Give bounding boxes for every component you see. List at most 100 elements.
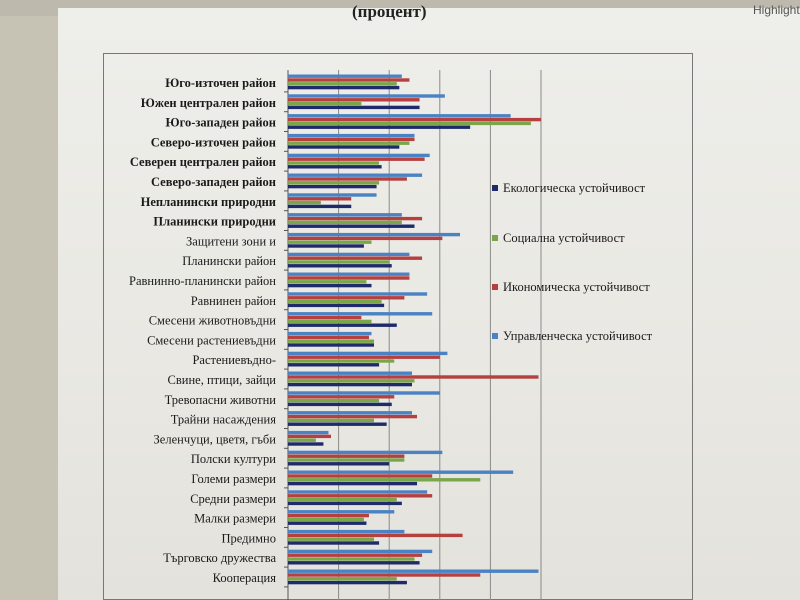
bar [288, 303, 385, 308]
bar [288, 94, 445, 98]
bar [288, 280, 367, 284]
bar [288, 573, 481, 577]
chart-title: (процент) [352, 2, 427, 21]
legend-item: Екологическа устойчивост [492, 181, 646, 195]
legend-swatch [492, 185, 498, 191]
bar [288, 157, 425, 161]
category-label: Кооперация [213, 571, 277, 585]
legend-label: Социална устойчивост [503, 231, 625, 245]
bar [288, 78, 410, 82]
bar [288, 517, 364, 522]
bar [288, 296, 405, 300]
bar [288, 549, 433, 554]
bar [288, 173, 423, 177]
bar [288, 323, 397, 327]
bar [288, 117, 541, 122]
bar [288, 216, 423, 221]
category-label: Тревопасни животни [165, 393, 277, 407]
bar [288, 379, 415, 383]
bar [288, 272, 410, 276]
bar [288, 470, 514, 474]
bar [288, 153, 430, 158]
bar [288, 343, 375, 347]
legend-swatch [492, 284, 498, 290]
category-label: Северо-западен район [151, 175, 276, 189]
bar [288, 359, 395, 363]
category-label: Зеленчуци, цветя, гъби [154, 432, 277, 446]
category-label: Средни размери [190, 492, 276, 506]
bar [288, 497, 397, 502]
bar [288, 177, 407, 181]
bar [288, 438, 316, 442]
category-label: Големи размери [191, 472, 276, 486]
bar [288, 355, 440, 359]
category-label: Търговско дружества [163, 551, 276, 565]
legend-label: Управленческа устойчивост [503, 329, 653, 343]
bar [288, 213, 402, 217]
bar [288, 184, 377, 189]
bar [288, 335, 369, 340]
category-label: Равнинно-планински район [129, 274, 276, 288]
bar [288, 553, 423, 557]
bar [288, 121, 531, 126]
bar [288, 513, 369, 518]
bar [288, 125, 471, 129]
bar [288, 481, 418, 486]
category-label: Юго-източен район [165, 76, 276, 90]
category-label: Трайни насаждения [171, 413, 277, 427]
bar [288, 529, 405, 534]
bar [288, 141, 410, 145]
bar [288, 533, 463, 538]
bar [288, 200, 321, 205]
bar [288, 236, 443, 241]
bar [288, 414, 418, 419]
category-label-layer: Юго-източен район Южен централен район Юго… [129, 76, 276, 585]
legend-swatch [492, 333, 498, 339]
legend-label: Икономическа устойчивост [503, 280, 650, 294]
bar [288, 411, 412, 415]
bar [288, 283, 372, 288]
bar [288, 315, 362, 320]
legend-item: Икономическа устойчивост [492, 280, 650, 294]
bar [288, 260, 390, 264]
bar [288, 569, 539, 573]
category-label: Полски култури [191, 452, 276, 466]
category-label: Южен централен район [141, 96, 276, 110]
bar [288, 458, 405, 462]
category-label: Защитени зони и [186, 234, 276, 248]
bar [288, 402, 392, 407]
highlight-button[interactable]: Highlight [753, 3, 800, 17]
bar [288, 220, 402, 225]
bar [288, 319, 372, 324]
bar [288, 391, 440, 395]
bar [288, 193, 377, 197]
bar [288, 395, 395, 399]
category-label: Юго-западен район [166, 116, 276, 130]
bar [288, 339, 375, 343]
bar [288, 292, 428, 296]
bar [288, 418, 375, 423]
bar-layer [288, 74, 541, 585]
bar [288, 541, 380, 545]
bar [288, 165, 382, 169]
bar [288, 264, 392, 268]
category-label: Растениевъдно- [192, 353, 276, 367]
bar [288, 331, 372, 336]
category-label: Планински район [182, 254, 276, 268]
legend-swatch [492, 235, 498, 241]
category-label: Северо-източен район [151, 135, 276, 149]
bar [288, 537, 375, 541]
bar [288, 204, 352, 209]
bar [288, 494, 433, 498]
bar [288, 74, 402, 78]
bar [288, 398, 380, 403]
legend: Екологическа устойчивост Социална устойчи… [492, 181, 653, 343]
bar [288, 363, 380, 367]
bar [288, 232, 461, 237]
bar [288, 371, 412, 375]
bar [288, 312, 433, 316]
bar [288, 98, 420, 102]
bar [288, 240, 372, 244]
bar [288, 474, 433, 478]
